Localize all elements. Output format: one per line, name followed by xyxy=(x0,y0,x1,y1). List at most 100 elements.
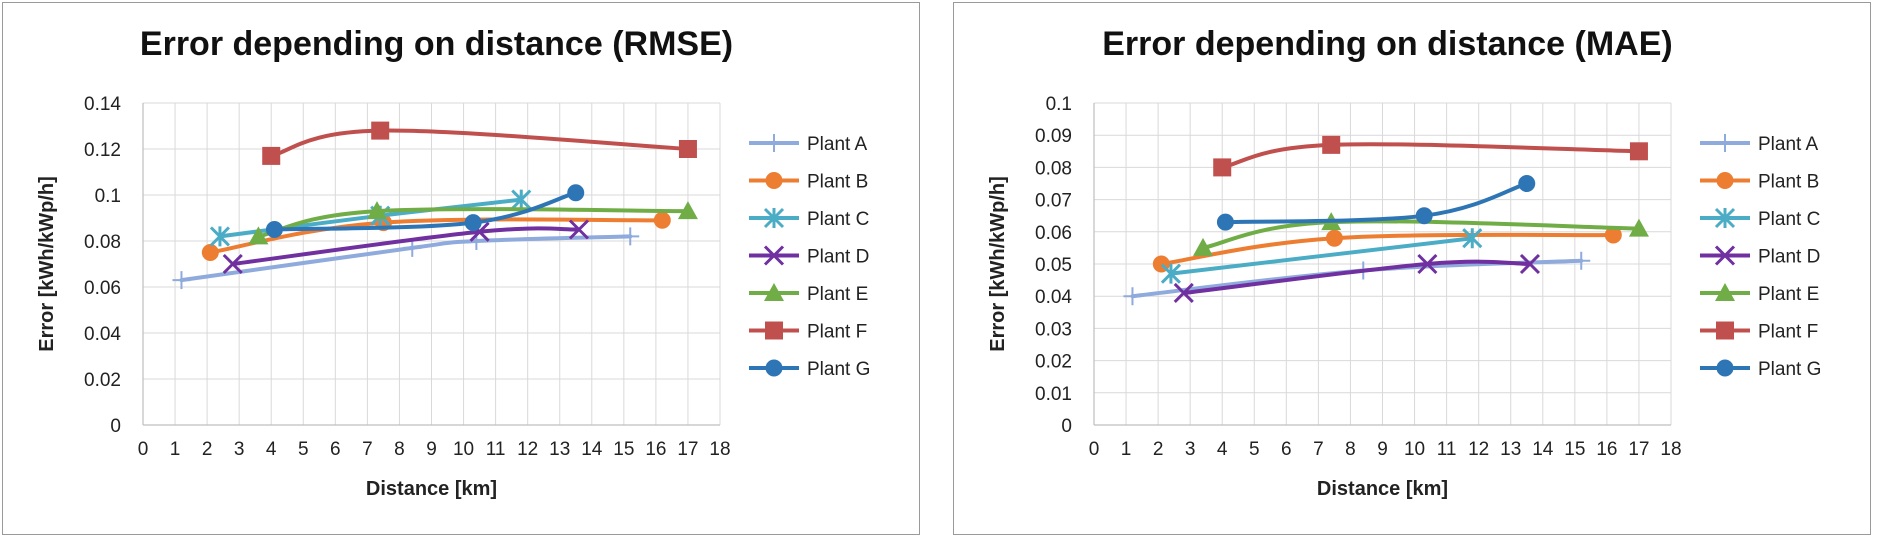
x-tick-label: 2 xyxy=(202,439,213,460)
grid xyxy=(142,102,721,426)
legend-item: Plant D xyxy=(1700,245,1820,268)
rmse-chart-panel: Error depending on distance (RMSE) 0 1 2 3 4 5… xyxy=(2,2,920,535)
data-point xyxy=(1628,218,1649,237)
legend-label: Plant C xyxy=(1758,209,1820,230)
y-axis-label: Error [kWh/kWp/h] xyxy=(36,176,58,352)
data-point xyxy=(567,184,585,202)
legend: Plant A Plant B Plant C Plant D Plant E Plant… xyxy=(1700,134,1821,380)
x-tick-label: 9 xyxy=(1377,439,1388,460)
data-point xyxy=(1216,213,1234,231)
legend-label: Plant B xyxy=(807,172,868,193)
legend-label: Plant E xyxy=(1758,284,1819,305)
legend-label: Plant G xyxy=(807,359,870,380)
x-tick-label: 16 xyxy=(1596,439,1617,460)
legend-marker xyxy=(1714,207,1736,229)
x-tick-label: 4 xyxy=(1217,439,1228,460)
legend-item: Plant A xyxy=(749,134,868,155)
x-tick-label: 18 xyxy=(1660,439,1681,460)
legend-item: Plant D xyxy=(749,245,869,268)
series-plant-g xyxy=(265,184,585,238)
legend-marker xyxy=(1716,359,1734,377)
data-point xyxy=(511,189,532,210)
chart-title: Error depending on distance (MAE) xyxy=(1102,25,1672,63)
x-tick-label: 14 xyxy=(581,439,603,460)
y-tick-label: 0.05 xyxy=(1035,255,1072,276)
series-plant-f xyxy=(1213,135,1648,177)
data-point xyxy=(568,219,590,240)
legend-label: Plant F xyxy=(1758,322,1818,343)
legend-marker xyxy=(765,359,783,377)
series-line xyxy=(1223,181,1529,225)
legend-label: Plant A xyxy=(807,134,868,155)
mae-chart-panel: Error depending on distance (MAE) 0 1 2 3 4 5 6… xyxy=(953,2,1871,535)
x-tick-label: 13 xyxy=(549,439,570,460)
legend-marker xyxy=(765,321,783,340)
data-point xyxy=(371,121,390,140)
data-point xyxy=(222,253,243,275)
data-point xyxy=(1572,251,1591,270)
y-tick-label: 0.06 xyxy=(84,278,121,299)
y-tick-label: 0.08 xyxy=(84,232,121,253)
x-tick-label: 4 xyxy=(266,439,277,460)
legend-marker xyxy=(765,134,783,152)
legend-item: Plant B xyxy=(1700,172,1819,193)
series-line xyxy=(269,128,690,158)
data-point xyxy=(1518,175,1536,192)
x-tick-label: 2 xyxy=(1153,439,1164,460)
data-point xyxy=(678,140,697,158)
legend-item: Plant E xyxy=(1700,283,1819,305)
x-tick-label: 11 xyxy=(1437,439,1457,460)
legend-marker xyxy=(1716,172,1734,189)
x-tick-label: 1 xyxy=(1121,439,1132,460)
y-tick-label: 0.02 xyxy=(1035,352,1072,373)
x-tick-label: 3 xyxy=(1185,439,1196,460)
data-point xyxy=(1192,237,1213,256)
legend-marker xyxy=(1716,321,1734,340)
y-tick-label: 0.1 xyxy=(95,186,121,207)
legend-label: Plant D xyxy=(807,247,869,268)
x-tick-label: 1 xyxy=(170,439,181,460)
data-point xyxy=(248,226,269,245)
y-tick-label: 0.04 xyxy=(84,324,121,345)
data-point xyxy=(1123,287,1142,306)
series-plant-c xyxy=(1160,228,1483,284)
legend-label: Plant G xyxy=(1758,359,1821,380)
legend-marker xyxy=(763,245,785,266)
x-tick-label: 12 xyxy=(517,439,538,460)
data-point xyxy=(1160,263,1181,284)
legend-label: Plant D xyxy=(1758,247,1820,268)
data-point xyxy=(1462,228,1483,249)
legend-item: Plant G xyxy=(1700,359,1821,380)
y-tick-label: 0.08 xyxy=(1035,158,1072,179)
x-tick-label: 10 xyxy=(1404,439,1425,460)
x-tick-label: 11 xyxy=(486,439,506,460)
legend-marker xyxy=(1714,245,1736,266)
x-tick-label: 16 xyxy=(645,439,666,460)
x-tick-label: 10 xyxy=(453,439,474,460)
series-line xyxy=(272,190,578,232)
data-point xyxy=(262,146,281,165)
legend-label: Plant B xyxy=(1758,172,1819,193)
x-tick-label: 7 xyxy=(1313,439,1324,460)
data-point xyxy=(677,201,698,220)
data-point xyxy=(209,226,230,247)
data-point xyxy=(1325,229,1343,247)
x-tick-label: 8 xyxy=(394,439,405,460)
x-tick-label: 15 xyxy=(613,439,634,460)
y-tick-label: 0.09 xyxy=(1035,126,1072,147)
legend-item: Plant F xyxy=(1700,321,1818,343)
x-tick-label: 3 xyxy=(234,439,245,460)
legend-label: Plant C xyxy=(807,209,869,230)
y-tick-label: 0.12 xyxy=(84,140,121,161)
y-tick-label: 0.14 xyxy=(84,94,121,115)
legend-label: Plant F xyxy=(807,322,867,343)
y-axis-label: Error [kWh/kWp/h] xyxy=(987,176,1009,352)
x-tick-label: 17 xyxy=(677,439,698,460)
legend-label: Plant E xyxy=(807,284,868,305)
series-plant-f xyxy=(262,121,697,165)
series-plant-d xyxy=(1173,253,1541,304)
series-plant-a xyxy=(172,227,640,290)
x-tick-label: 6 xyxy=(330,439,341,460)
x-tick-label: 17 xyxy=(1628,439,1649,460)
x-axis-label: Distance [km] xyxy=(1317,478,1448,500)
